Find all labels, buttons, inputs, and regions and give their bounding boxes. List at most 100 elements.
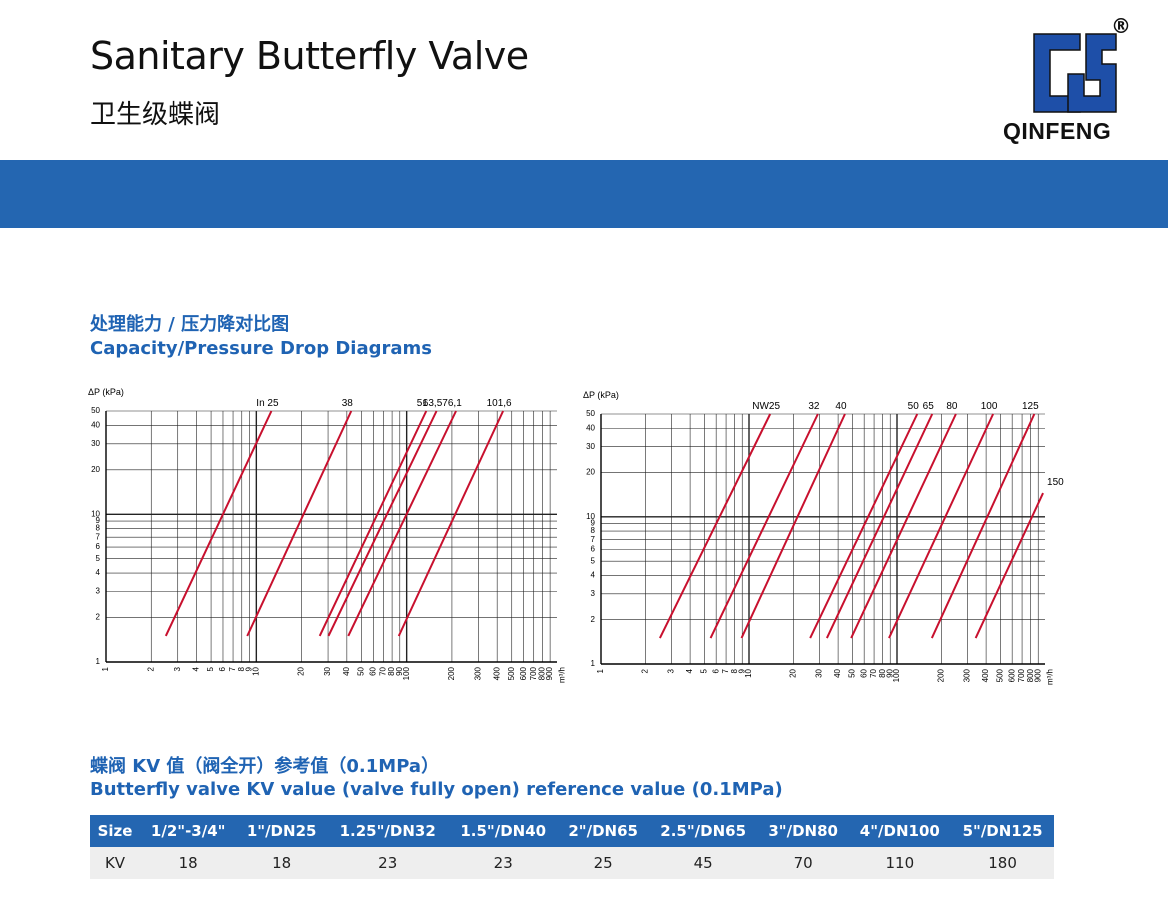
series-label: 63,5 (423, 398, 443, 409)
x-tick-label: 900 (545, 666, 554, 680)
x-tick-label: 90 (885, 668, 894, 677)
x-tick-label: 10 (251, 666, 260, 675)
y-tick-label: 3 (591, 589, 596, 598)
y-tick-label: 5 (591, 556, 596, 565)
series-label: 125 (1022, 401, 1039, 412)
table-header-cell: 5"/DN125 (951, 815, 1054, 847)
y-tick-label: 50 (91, 406, 100, 415)
y-tick-label: 5 (96, 554, 101, 563)
table-cell: 18 (236, 847, 327, 879)
y-tick-label: 50 (586, 409, 595, 418)
series-label: 80 (946, 401, 958, 412)
series-label: In 25 (256, 398, 279, 409)
table-cell: 25 (557, 847, 649, 879)
header-band (0, 160, 1168, 228)
y-tick-label: 20 (91, 465, 100, 474)
x-tick-label: 3 (173, 666, 182, 671)
x-tick-label: 300 (963, 668, 972, 682)
table-header-cell: 3"/DN80 (757, 815, 849, 847)
table-cell: 180 (951, 847, 1054, 879)
series-line (740, 413, 846, 639)
x-tick-label: 60 (859, 668, 868, 677)
x-tick-label: 300 (474, 666, 483, 680)
x-tick-label: 4 (685, 668, 694, 673)
y-tick-label: 40 (586, 423, 595, 432)
table-cell: 23 (326, 847, 449, 879)
x-tick-label: 7 (721, 668, 730, 673)
table-cell: 70 (757, 847, 849, 879)
registered-mark: ® (1111, 14, 1131, 38)
series-label: 65 (923, 401, 935, 412)
y-tick-label: 7 (591, 535, 596, 544)
x-tick-label: 2 (146, 666, 155, 671)
x-tick-label: 200 (937, 668, 946, 682)
y-tick-label: 1 (591, 659, 596, 668)
logo-mark (1033, 33, 1117, 113)
section-title: 蝶阀 KV 值（阀全开）参考值（0.1MPa） (90, 756, 440, 777)
series-label: NW25 (752, 401, 780, 412)
y-tick-label: 30 (91, 439, 100, 448)
series-label: 76,1 (442, 398, 462, 409)
y-tick-label: 7 (96, 532, 101, 541)
x-tick-label: 200 (447, 666, 456, 680)
x-tick-label: 2 (641, 668, 650, 673)
kv-table: Size 1/2"-3/4" 1"/DN25 1.25"/DN32 1.5"/DN40 2… (90, 815, 1054, 879)
x-tick-label: 400 (492, 666, 501, 680)
series-line (327, 410, 438, 637)
y-axis-label: ΔP (kPa) (583, 390, 619, 400)
x-tick-label: 20 (789, 668, 798, 677)
y-tick-label: 30 (586, 442, 595, 451)
x-tick-label: 9 (737, 668, 746, 673)
y-tick-label: 3 (96, 587, 101, 596)
series-line (347, 410, 457, 637)
series-line (658, 413, 772, 639)
table-cell: 45 (648, 847, 758, 879)
series-line (888, 413, 995, 639)
x-tick-label: 40 (342, 666, 351, 675)
y-tick-label: 1 (96, 657, 101, 666)
table-cell: 110 (848, 847, 952, 879)
y-tick-label: 9 (591, 519, 596, 528)
x-tick-label: 700 (1017, 668, 1026, 682)
y-tick-label: 8 (96, 524, 101, 533)
table-cell: KV (90, 847, 141, 879)
x-tick-label: 80 (387, 666, 396, 675)
x-tick-label: 90 (395, 666, 404, 675)
x-tick-label: 500 (996, 668, 1005, 682)
x-tick-label: 70 (378, 666, 387, 675)
section-title: Butterfly valve KV value (valve fully op… (90, 779, 783, 800)
x-tick-label: 800 (1026, 668, 1035, 682)
x-tick-label: 20 (297, 666, 306, 675)
y-tick-label: 2 (591, 615, 596, 624)
series-line (825, 413, 934, 639)
x-tick-label: 100 (892, 668, 901, 682)
x-tick-label: 600 (1007, 668, 1016, 682)
series-label: 150 (1047, 477, 1064, 488)
x-axis-label: m³/h (558, 667, 567, 683)
x-tick-label: 10 (744, 668, 753, 677)
x-tick-label: 700 (529, 666, 538, 680)
logo-text: QINFENG (1003, 118, 1112, 144)
y-axis-label: ΔP (kPa) (88, 387, 124, 397)
series-line (397, 410, 505, 637)
y-tick-label: 6 (96, 542, 101, 551)
x-tick-label: 8 (730, 668, 739, 673)
series-label: 101,6 (487, 398, 512, 409)
table-cell: 23 (448, 847, 558, 879)
x-tick-label: 500 (507, 666, 516, 680)
x-tick-label: 40 (833, 668, 842, 677)
table-header-cell: 1/2"-3/4" (140, 815, 237, 847)
series-label: 100 (981, 401, 998, 412)
y-tick-label: 9 (96, 516, 101, 525)
x-tick-label: 9 (245, 666, 254, 671)
table-header-cell: 2"/DN65 (557, 815, 649, 847)
table-header-cell: 1"/DN25 (236, 815, 327, 847)
series-label: 32 (808, 401, 820, 412)
x-tick-label: 900 (1033, 668, 1042, 682)
y-tick-label: 20 (586, 468, 595, 477)
section-title: 处理能力 / 压力降对比图 (90, 314, 290, 335)
table-header-cell: Size (90, 815, 141, 847)
x-tick-label: 8 (237, 666, 246, 671)
